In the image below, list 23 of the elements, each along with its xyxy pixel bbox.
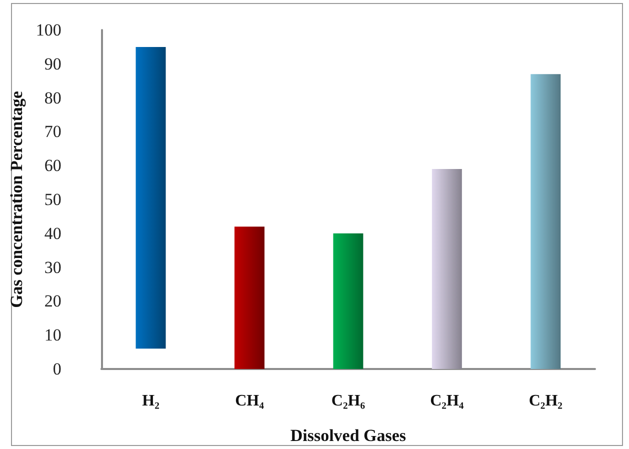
- y-axis-title: Gas concentration Percentage: [7, 90, 26, 308]
- bar: [234, 226, 264, 369]
- y-tick-label: 90: [44, 54, 62, 74]
- y-tick-label: 10: [44, 326, 62, 345]
- y-tick-label: 20: [44, 292, 62, 311]
- x-tick-label: C₂H₄: [430, 392, 464, 410]
- y-tick-label: 80: [44, 88, 62, 108]
- y-tick-label: 70: [44, 122, 62, 142]
- y-tick-label: 40: [44, 224, 62, 243]
- x-tick-label: CH₄: [235, 392, 264, 410]
- y-tick-label: 50: [44, 190, 62, 209]
- x-tick-label: C₂H₆: [331, 392, 366, 410]
- y-tick-label: 60: [44, 156, 62, 176]
- x-tick-label: H₂: [142, 392, 160, 410]
- bar: [530, 74, 561, 369]
- y-tick-label: 30: [44, 258, 62, 277]
- x-tick-label: C₂H₂: [528, 392, 563, 410]
- y-tick-label: 0: [52, 360, 62, 378]
- bar: [333, 233, 364, 369]
- bar: [432, 168, 462, 369]
- y-tick-label: 100: [36, 20, 62, 40]
- bar: [136, 46, 166, 349]
- x-axis-title: Dissolved Gases: [290, 426, 406, 445]
